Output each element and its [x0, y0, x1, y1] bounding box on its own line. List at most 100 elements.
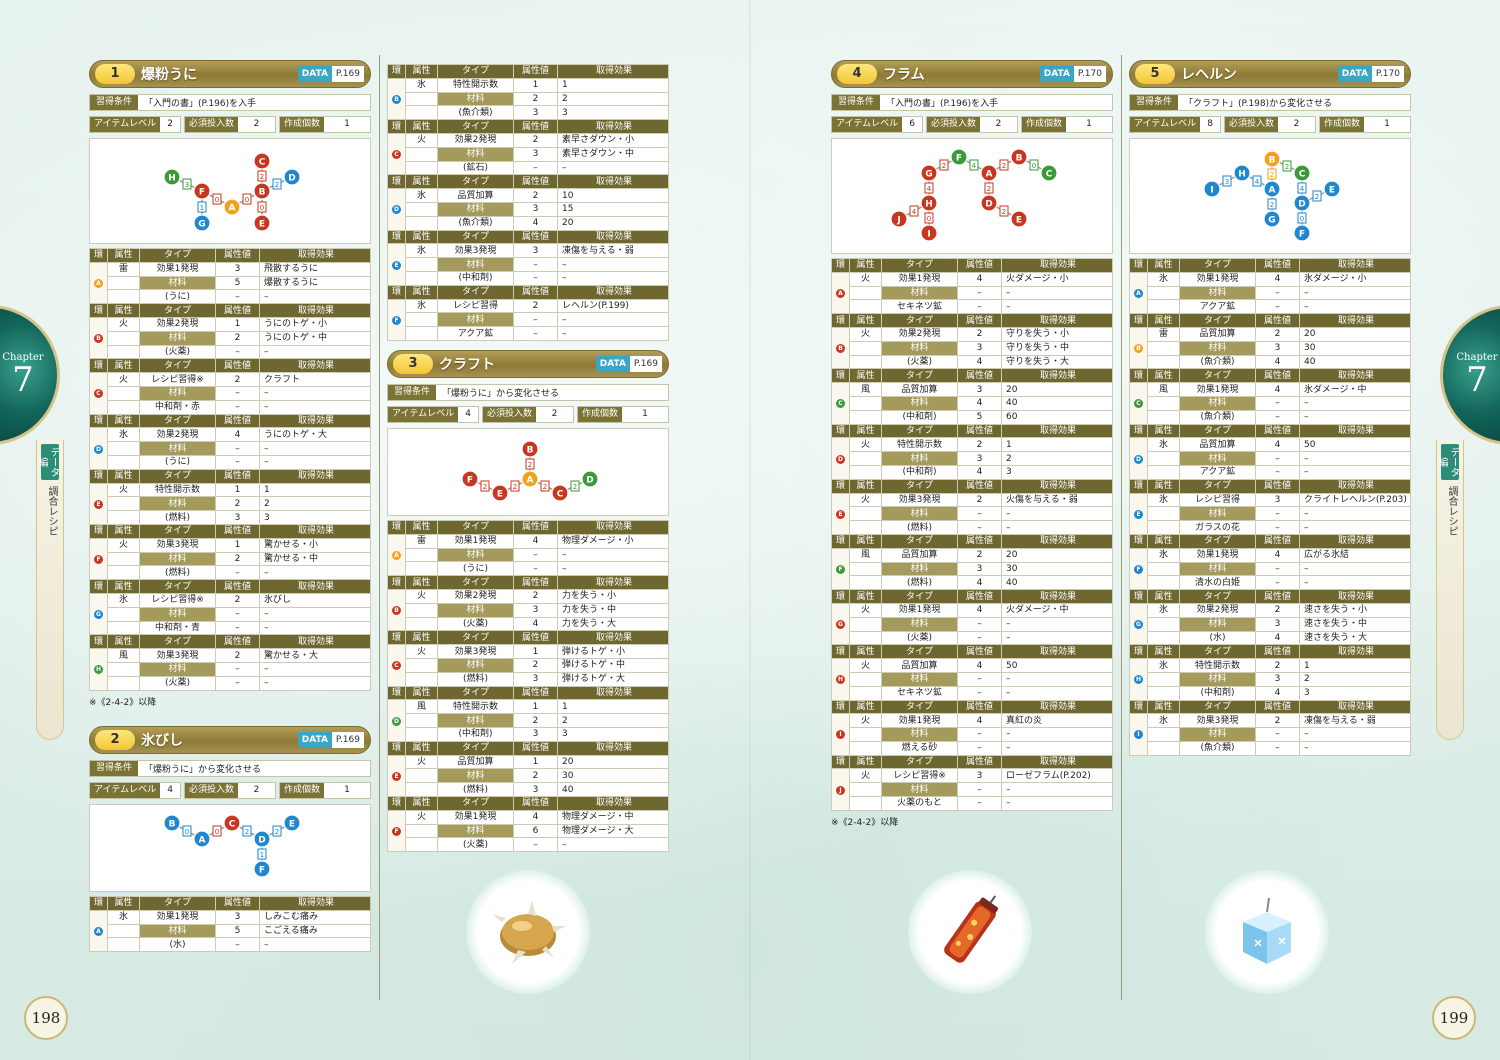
- chapter-tab-right[interactable]: Chapter 7: [1440, 305, 1500, 445]
- ring-node-b[interactable]: [1263, 150, 1281, 168]
- ring-cell: G: [1129, 602, 1148, 646]
- connector-value-box: [570, 480, 580, 492]
- value-cell: 2: [215, 496, 260, 512]
- type-cell: 材料: [1179, 506, 1256, 522]
- ring-node-h[interactable]: [163, 168, 181, 186]
- ring-node-e[interactable]: [283, 814, 301, 832]
- col-type: タイプ: [881, 313, 958, 328]
- attr-cell: [107, 565, 140, 581]
- type-cell: 材料: [139, 661, 216, 677]
- ring-node-d[interactable]: [980, 194, 998, 212]
- condition-value: 「爆粉うに」から変化させる: [144, 765, 262, 775]
- table-header-row: 環 属性 タイプ 属性値 取得効果: [831, 754, 1113, 770]
- col-attr: 属性: [405, 229, 438, 245]
- type-cell: 特性開示数: [1179, 658, 1256, 673]
- data-reference[interactable]: DATA P.170: [1337, 66, 1404, 82]
- col-value: 属性値: [215, 896, 260, 911]
- data-reference[interactable]: DATA P.170: [1039, 66, 1106, 82]
- ring-node-a[interactable]: [980, 164, 998, 182]
- ring-node-g[interactable]: [193, 214, 211, 232]
- connector-value: 4: [1300, 185, 1305, 193]
- table-header-row: 環 属性 タイプ 属性値 取得効果: [89, 303, 371, 318]
- ring-cell: I: [1129, 713, 1148, 756]
- ring-node-b[interactable]: [1010, 148, 1028, 166]
- ring-node-f[interactable]: [950, 148, 968, 166]
- attr-cell: 火: [849, 326, 882, 342]
- type-cell: 効果2発現: [881, 326, 958, 342]
- col-effect: 取得効果: [259, 523, 371, 539]
- page-number-right: 199: [1432, 996, 1476, 1040]
- chapter-tab-left[interactable]: Chapter 7: [0, 305, 60, 445]
- ring-node-h[interactable]: [1233, 164, 1251, 182]
- table-header-row: 環 属性 タイプ 属性値 取得効果: [387, 119, 669, 134]
- section-tag: データ編: [1436, 444, 1459, 480]
- type-cell: 材料: [139, 551, 216, 567]
- ring-node-i[interactable]: [920, 224, 938, 242]
- ring-node-b[interactable]: [521, 440, 539, 458]
- col-attr: 属性: [1147, 423, 1180, 439]
- col-type: タイプ: [881, 423, 958, 439]
- ring-node-a[interactable]: [521, 470, 539, 488]
- effect-cell: うにのトゲ・小: [259, 316, 371, 332]
- ring-node-d[interactable]: [1293, 194, 1311, 212]
- data-reference[interactable]: DATA P.169: [595, 356, 662, 372]
- attr-cell: [849, 285, 882, 301]
- value-cell: 1: [513, 699, 558, 715]
- ring-node-a[interactable]: [193, 830, 211, 848]
- ring-node-e[interactable]: [253, 214, 271, 232]
- ring-node-c[interactable]: [253, 152, 271, 170]
- connector-value-box: [197, 201, 207, 213]
- recipe-number: 4: [837, 64, 877, 84]
- ring-node-f[interactable]: [193, 182, 211, 200]
- data-reference[interactable]: DATA P.169: [297, 66, 364, 82]
- ring-node-e[interactable]: [1323, 180, 1341, 198]
- ring-node-h[interactable]: [920, 194, 938, 212]
- ring-node-g[interactable]: [920, 164, 938, 182]
- connector-value-box: [1282, 160, 1292, 172]
- ring-node-c[interactable]: [1040, 164, 1058, 182]
- ring-node-b[interactable]: [163, 814, 181, 832]
- attr-cell: [849, 354, 882, 370]
- col-value: 属性値: [513, 740, 558, 756]
- value-cell: 5: [957, 409, 1002, 425]
- table-row: 材料 – –: [388, 257, 669, 272]
- ring-node-f[interactable]: [253, 860, 271, 878]
- col-type: タイプ: [139, 896, 216, 911]
- ring-node-d[interactable]: [253, 830, 271, 848]
- ring-node-c[interactable]: [223, 814, 241, 832]
- ring-node-g[interactable]: [1263, 210, 1281, 228]
- attr-cell: 火: [849, 271, 882, 287]
- type-cell: 品質加算: [881, 382, 958, 397]
- attr-cell: [849, 616, 882, 632]
- footnote: ※《2-4-2》以降: [831, 817, 899, 828]
- ring-node-b[interactable]: [253, 182, 271, 200]
- col-type: タイプ: [881, 478, 958, 494]
- value-cell: 3: [1255, 616, 1300, 632]
- ring-node-j[interactable]: [890, 210, 908, 228]
- value-cell: –: [513, 326, 558, 341]
- ring-letter: I: [836, 730, 845, 740]
- ring-node-i[interactable]: [1203, 180, 1221, 198]
- ring-node-a[interactable]: [223, 198, 241, 216]
- ring-node-d[interactable]: [581, 470, 599, 488]
- ring-node-c[interactable]: [1293, 164, 1311, 182]
- type-cell: (中和剤): [437, 726, 514, 742]
- col-value: 属性値: [513, 64, 558, 79]
- ring-node-e[interactable]: [491, 484, 509, 502]
- ring-node-e[interactable]: [1010, 210, 1028, 228]
- attr-cell: [107, 441, 140, 456]
- effect-table: 環 属性 タイプ 属性値 取得効果 B 氷 特性開示数 1 1 材料 2 2 (魚介…: [387, 64, 669, 341]
- data-label: DATA: [1337, 66, 1372, 82]
- table-header-row: 環 属性 タイプ 属性値 取得効果: [1129, 533, 1411, 549]
- ring-node-f[interactable]: [461, 470, 479, 488]
- value-cell: –: [957, 740, 1002, 756]
- ring-node-d[interactable]: [283, 168, 301, 186]
- type-cell: 品質加算: [881, 547, 958, 563]
- value-cell: 1: [513, 754, 558, 770]
- ring-node-c[interactable]: [551, 484, 569, 502]
- ring-node-a[interactable]: [1263, 180, 1281, 198]
- data-reference[interactable]: DATA P.169: [297, 732, 364, 748]
- ring-node-f[interactable]: [1293, 224, 1311, 242]
